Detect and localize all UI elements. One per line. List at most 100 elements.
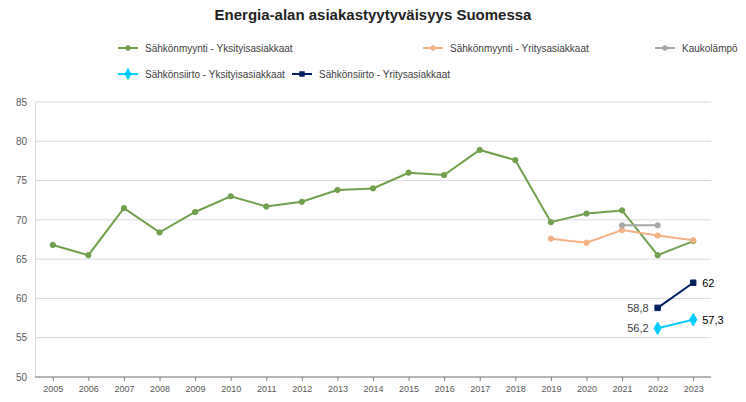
series-marker	[121, 205, 126, 210]
x-tick-label: 2018	[506, 384, 526, 394]
series-marker	[654, 322, 661, 334]
x-tick-mark	[302, 377, 303, 381]
data-label: 56,2	[627, 322, 648, 334]
series-marker	[513, 157, 518, 162]
series-marker	[619, 208, 624, 213]
x-tick-mark	[622, 377, 623, 381]
legend-label: Sähkönmyynti - Yksityisasiakkaat	[145, 43, 293, 54]
x-tick-mark	[658, 377, 659, 381]
marks	[50, 147, 697, 334]
x-tick-label: 2021	[613, 384, 633, 394]
series-marker	[264, 204, 269, 209]
x-tick: 2019	[541, 377, 561, 394]
x-tick: 2006	[79, 377, 99, 394]
x-tick: 2007	[114, 377, 134, 394]
chart: Energia-alan asiakastyytyväisyys Suomess…	[0, 0, 746, 402]
x-tick: 2023	[684, 377, 704, 394]
x-tick-mark	[480, 377, 481, 381]
x-tick: 2011	[257, 377, 276, 394]
x-tick: 2022	[648, 377, 668, 394]
legend-entry: Sähkönsiirto - Yksityisasiakkaat	[118, 68, 285, 80]
x-tick-mark	[266, 377, 267, 381]
x-tick-label: 2007	[114, 384, 134, 394]
series-marker	[655, 223, 660, 228]
grid-line	[35, 337, 711, 338]
grid-line	[35, 298, 711, 299]
y-tick-label: 75	[16, 175, 28, 186]
x-tick: 2012	[292, 377, 312, 394]
data-label: 57,3	[702, 314, 723, 326]
x-tick-label: 2015	[399, 384, 419, 394]
x-tick: 2010	[221, 377, 241, 394]
series-marker	[690, 280, 695, 285]
series-marker	[228, 194, 233, 199]
x-tick-mark	[693, 377, 694, 381]
x-tick-label: 2006	[79, 384, 99, 394]
x-tick: 2020	[577, 377, 597, 394]
x-tick: 2014	[363, 377, 383, 394]
x-tick-label: 2009	[186, 384, 206, 394]
series-marker	[655, 253, 660, 258]
series-marker	[86, 253, 91, 258]
x-tick-label: 2010	[221, 384, 241, 394]
x-tick-mark	[551, 377, 552, 381]
grid-line	[35, 259, 711, 260]
legend: Sähkönmyynti - YksityisasiakkaatSähkönmy…	[118, 43, 738, 80]
series-marker	[691, 238, 696, 243]
series-line	[622, 224, 658, 226]
series-line	[658, 320, 694, 329]
series-marker	[655, 233, 660, 238]
legend-marker	[430, 45, 435, 50]
x-tick: 2009	[186, 377, 206, 394]
grid-line	[35, 141, 711, 142]
series-marker	[690, 313, 697, 325]
series-marker	[299, 199, 304, 204]
series-marker	[370, 186, 375, 191]
series-marker	[584, 211, 589, 216]
grid-line	[35, 102, 711, 103]
legend-marker	[124, 68, 131, 80]
x-tick-mark	[409, 377, 410, 381]
x-tick-mark	[373, 377, 374, 381]
series-line	[658, 283, 694, 308]
x-tick: 2005	[43, 377, 63, 394]
x-tick-mark	[195, 377, 196, 381]
x-tick: 2016	[435, 377, 455, 394]
x-tick-label: 2012	[292, 384, 312, 394]
x-tick: 2021	[613, 377, 633, 394]
x-tick: 2015	[399, 377, 419, 394]
series-marker	[192, 209, 197, 214]
y-tick-label: 80	[16, 136, 28, 147]
series-line	[53, 150, 693, 255]
plot: 5055606570758085200520062007200820092010…	[16, 97, 711, 395]
series-marker	[477, 147, 482, 152]
series-marker	[335, 187, 340, 192]
title: Energia-alan asiakastyytyväisyys Suomess…	[215, 6, 533, 23]
x-tick: 2008	[150, 377, 170, 394]
data-label: 62	[702, 277, 714, 289]
x-axis: 2005 2006 2007 2008 2009 2010 2011 2012 2013 2014…	[35, 377, 711, 394]
y-tick-label: 70	[16, 215, 28, 226]
x-tick-mark	[444, 377, 445, 381]
legend-entry: Sähkönsiirto - Yritysasiakkaat	[292, 69, 450, 80]
x-tick-mark	[124, 377, 125, 381]
x-tick-label: 2013	[328, 384, 348, 394]
x-tick-mark	[88, 377, 89, 381]
x-tick-label: 2011	[257, 384, 276, 394]
x-tick-label: 2014	[363, 384, 383, 394]
x-tick-label: 2017	[470, 384, 490, 394]
y-tick: 65	[16, 254, 35, 265]
x-tick-mark	[337, 377, 338, 381]
series-marker	[50, 242, 55, 247]
legend-label: Sähkönsiirto - Yritysasiakkaat	[319, 69, 450, 80]
series-marker	[548, 220, 553, 225]
series-marker	[584, 240, 589, 245]
x-tick-label: 2023	[684, 384, 704, 394]
series-marker	[157, 230, 162, 235]
y-tick: 80	[16, 136, 35, 147]
legend-label: Kaukolämpö	[682, 43, 738, 54]
x-tick-mark	[53, 377, 54, 381]
y-tick: 85	[16, 97, 35, 108]
x-tick: 2018	[506, 377, 526, 394]
legend-marker	[125, 45, 130, 50]
